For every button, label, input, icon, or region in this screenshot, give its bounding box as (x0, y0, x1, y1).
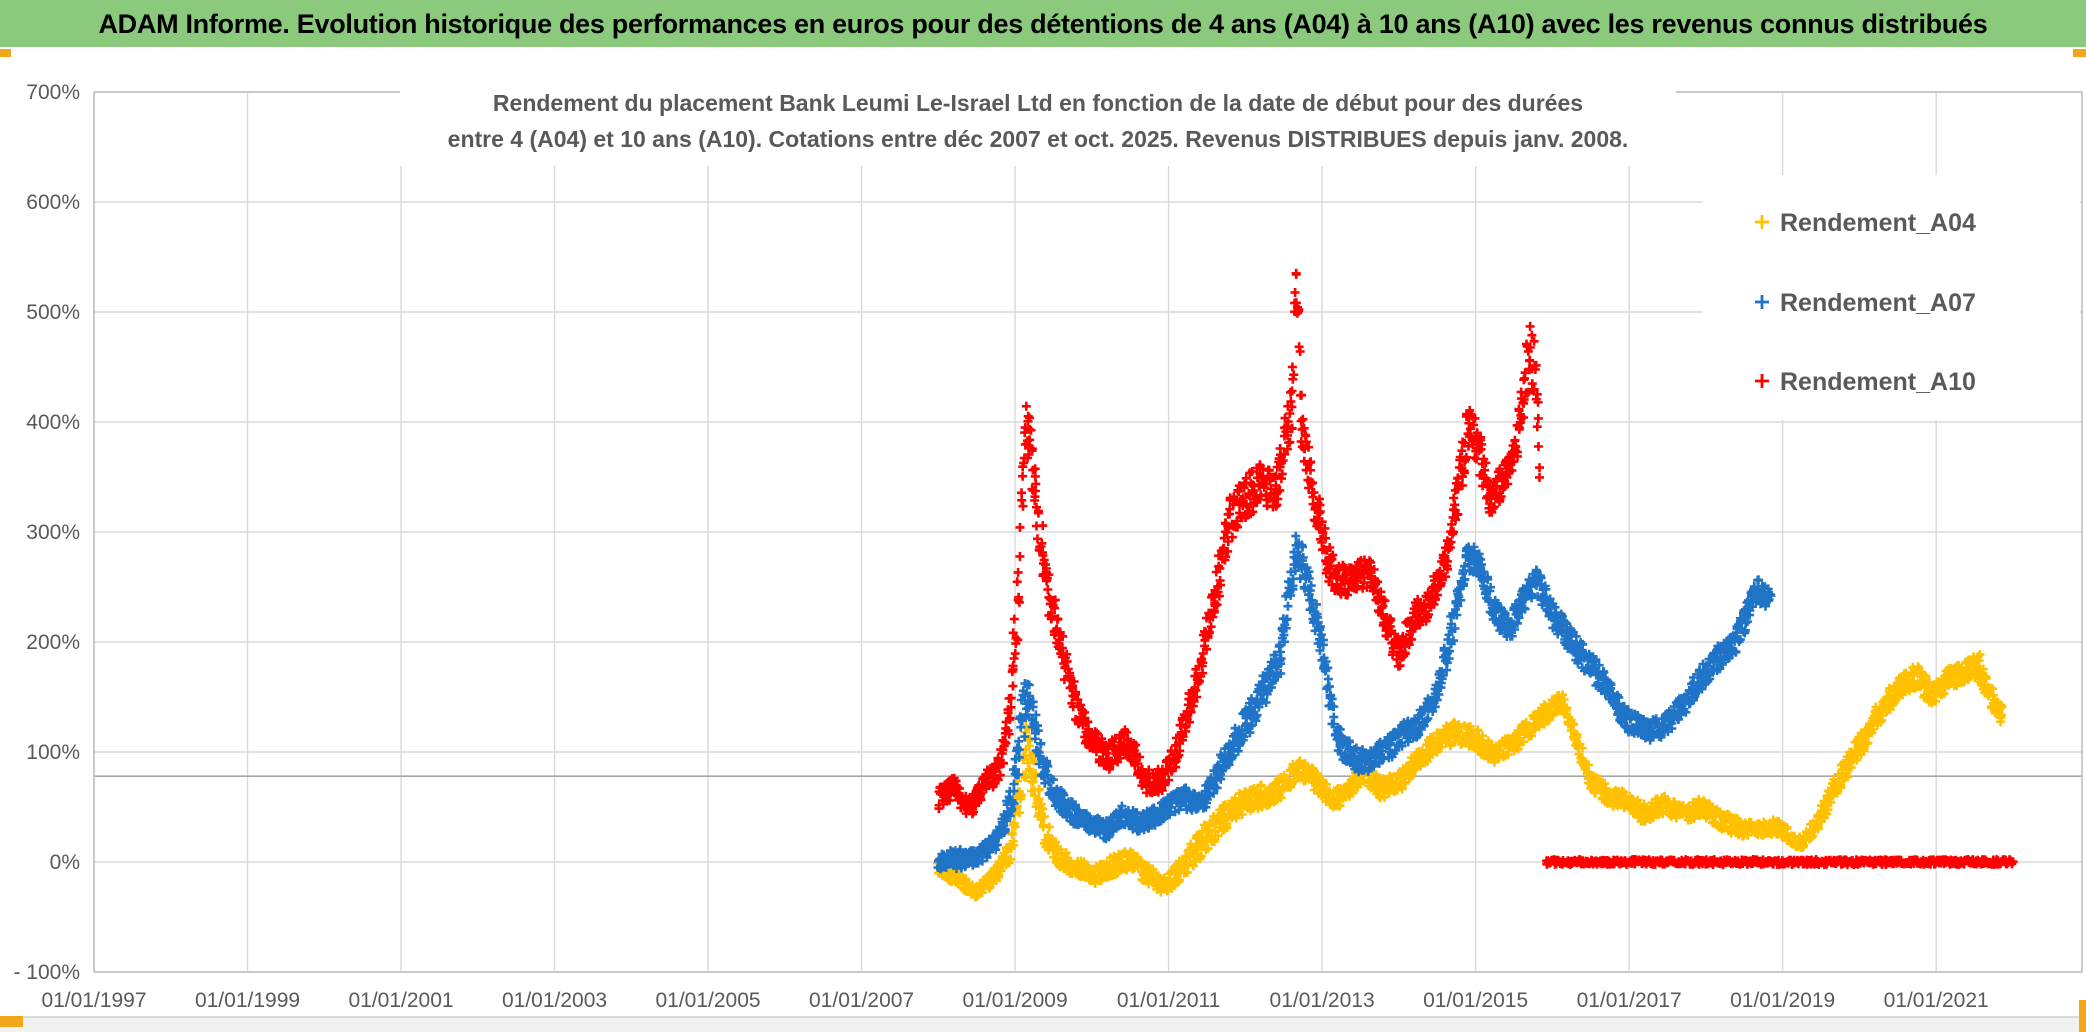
legend-background (1703, 175, 2080, 420)
legend-label-a04: Rendement_A04 (1780, 209, 1976, 237)
y-tick-label: 400% (26, 411, 80, 434)
x-tick-label: 01/01/2009 (963, 989, 1068, 1012)
x-tick-label: 01/01/2021 (1884, 989, 1989, 1012)
header-background (0, 0, 2086, 47)
x-tick-label: 01/01/2017 (1577, 989, 1682, 1012)
x-axis-labels: 01/01/1997 01/01/1999 01/01/2001 01/01/2003… (41, 989, 1988, 1012)
x-tick-label: 01/01/2019 (1730, 989, 1835, 1012)
title-background (400, 66, 1676, 166)
series-Rendement_A07 (933, 531, 1776, 874)
series-layer (933, 268, 2018, 902)
legend-label-a07: Rendement_A07 (1780, 289, 1976, 317)
header-bar: ADAM Informe. Evolution historique des p… (0, 0, 2086, 47)
y-tick-label: 100% (26, 741, 80, 764)
y-tick-label: 600% (26, 191, 80, 214)
y-tick-label: 300% (26, 521, 80, 544)
grid-layer (93, 91, 2083, 973)
y-tick-label: 0% (50, 851, 80, 874)
gold-accent-top-right (2073, 49, 2086, 57)
y-tick-label: 500% (26, 301, 80, 324)
plus-marker-icon (1755, 215, 1769, 229)
plus-marker-icon (1755, 295, 1769, 309)
x-tick-label: 01/01/2005 (655, 989, 760, 1012)
x-tick-label: 01/01/2015 (1423, 989, 1528, 1012)
legend: Rendement_A04 Rendement_A07 Rendement_A1… (1755, 209, 1976, 396)
x-tick-label: 01/01/1999 (195, 989, 300, 1012)
gold-accent-top-left (0, 49, 11, 57)
x-tick-label: 01/01/2013 (1270, 989, 1375, 1012)
legend-item-a04: Rendement_A04 (1755, 209, 1976, 237)
x-tick-label: 01/01/2003 (502, 989, 607, 1012)
gold-accent-bottom-left (0, 1016, 23, 1027)
legend-item-a10: Rendement_A10 (1755, 368, 1976, 396)
chart-title-line1: Rendement du placement Bank Leumi Le-Isr… (493, 90, 1583, 116)
x-tick-label: 01/01/2001 (348, 989, 453, 1012)
header-title: ADAM Informe. Evolution historique des p… (98, 9, 1987, 39)
y-axis-labels: 700% 600% 500% 400% 300% 200% 100% 0% - 100% (13, 81, 80, 984)
x-tick-label: 01/01/2007 (809, 989, 914, 1012)
footer-strip (0, 1018, 2086, 1032)
series-Rendement_A10 (934, 268, 1544, 819)
gold-accent-bottom-right (2079, 1000, 2086, 1032)
y-tick-label: 200% (26, 631, 80, 654)
y-tick-label: - 100% (13, 961, 80, 984)
x-tick-label: 01/01/2011 (1117, 989, 1221, 1012)
series-Rendement_A10-flat-zero-markers (1542, 855, 2018, 869)
legend-item-a07: Rendement_A07 (1755, 289, 1976, 317)
y-tick-label: 700% (26, 81, 80, 104)
legend-label-a10: Rendement_A10 (1780, 368, 1976, 396)
chart-title-line2: entre 4 (A04) et 10 ans (A10). Cotations… (448, 126, 1629, 152)
plus-marker-icon (1755, 374, 1769, 388)
x-tick-label: 01/01/1997 (41, 989, 146, 1012)
